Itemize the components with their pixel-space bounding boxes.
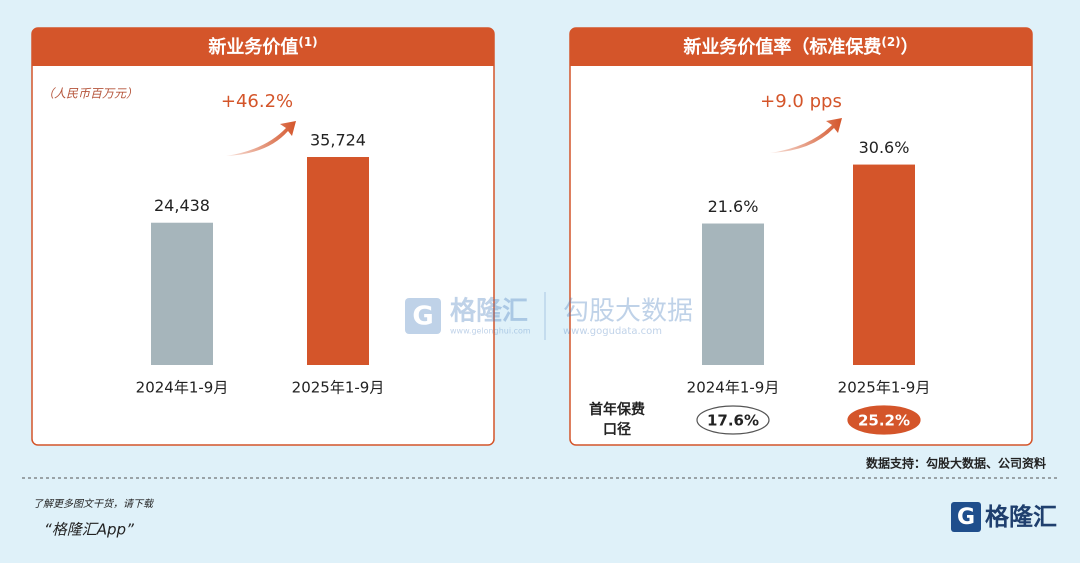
bar bbox=[151, 222, 213, 365]
chart-title-text: 新业务价值率（标准保费 bbox=[683, 36, 881, 58]
value-label: 21.6% bbox=[708, 197, 759, 216]
logo-text: 格隆汇 bbox=[985, 503, 1057, 531]
chart-title-end: ） bbox=[901, 37, 919, 58]
bar bbox=[853, 164, 915, 365]
value-label: 30.6% bbox=[859, 138, 910, 157]
chart-title-note: (1) bbox=[298, 35, 317, 49]
logo-icon bbox=[951, 502, 981, 532]
row-label: 口径 bbox=[603, 421, 631, 438]
chart-subtitle: （人民币百万元） bbox=[42, 87, 138, 101]
watermark-brand: 格隆汇 bbox=[450, 296, 528, 327]
x-tick-label: 2025年1-9月 bbox=[838, 379, 931, 397]
bar bbox=[307, 157, 369, 365]
watermark-icon bbox=[405, 298, 441, 334]
panel-header bbox=[32, 28, 494, 66]
chart-title: 新业务价值率（标准保费(2)） bbox=[683, 35, 918, 59]
growth-arrow bbox=[226, 121, 296, 156]
chart-title-text: 新业务价值 bbox=[208, 36, 298, 58]
chart-title: 新业务价值(1) bbox=[208, 35, 317, 59]
x-tick-label: 2024年1-9月 bbox=[136, 379, 229, 397]
value-label: 24,438 bbox=[154, 196, 210, 215]
watermark-icon-letter: G bbox=[412, 302, 433, 332]
value-badge bbox=[696, 405, 770, 435]
row-label: 首年保费 bbox=[589, 401, 645, 418]
watermark-brand-url: www.gelonghui.com bbox=[450, 327, 531, 336]
source: 数据支持：勾股大数据、公司资料 bbox=[866, 456, 1046, 471]
annotation: +46.2% bbox=[221, 91, 293, 112]
x-tick-label: 2024年1-9月 bbox=[687, 379, 780, 397]
value-label: 35,724 bbox=[310, 131, 366, 150]
badge-label: 25.2% bbox=[858, 412, 910, 430]
badge-label: 17.6% bbox=[707, 412, 759, 430]
footer-note: 了解更多图文干货，请下载 bbox=[33, 498, 155, 510]
watermark: G 格隆汇 www.gelonghui.com 勾股大数据 www.goguda… bbox=[405, 292, 693, 340]
logo-icon-letter: G bbox=[957, 505, 975, 530]
watermark-partner: 勾股大数据 bbox=[563, 297, 693, 327]
growth-arrow bbox=[770, 118, 842, 153]
x-tick-label: 2025年1-9月 bbox=[292, 379, 385, 397]
chart-title-note: (2) bbox=[881, 35, 900, 49]
annotation: +9.0 pps bbox=[760, 91, 842, 112]
panel-header bbox=[570, 28, 1032, 66]
bar bbox=[702, 223, 764, 365]
watermark-partner-url: www.gogudata.com bbox=[563, 326, 662, 337]
footer-app: “格隆汇App” bbox=[44, 521, 134, 539]
value-badge bbox=[847, 405, 921, 435]
